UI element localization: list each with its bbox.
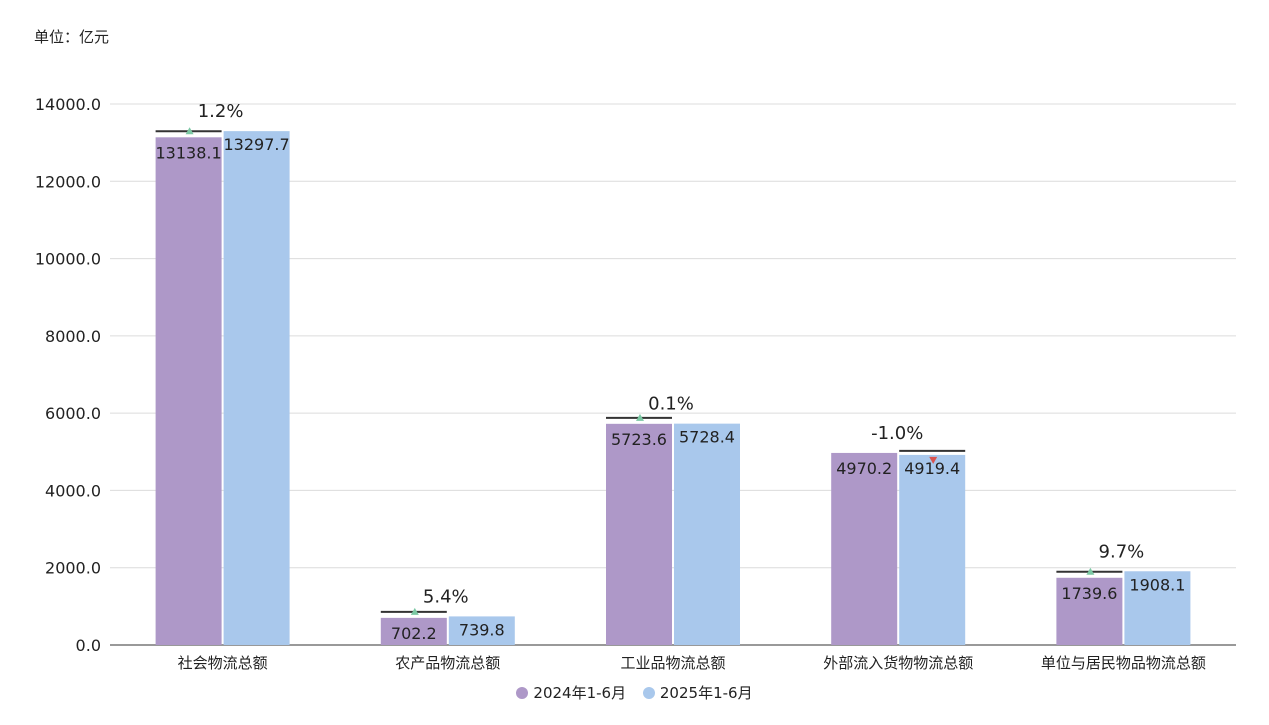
legend-item-2025[interactable]: 2025年1-6月	[642, 682, 753, 703]
data-label-2025: 739.8	[459, 620, 505, 639]
legend-dot-2025	[642, 686, 655, 699]
bar-2025	[448, 616, 515, 645]
data-label-2024: 5723.6	[611, 430, 667, 449]
unit-label: 单位：亿元	[34, 28, 110, 46]
y-tick-label: 4000.0	[45, 481, 101, 500]
growth-label: 0.1%	[648, 394, 694, 415]
bar-2025	[1124, 571, 1191, 645]
y-tick-label: 10000.0	[35, 250, 101, 269]
bar-2024	[606, 423, 672, 645]
bar-2025	[674, 423, 740, 645]
y-tick-label: 14000.0	[35, 95, 101, 114]
y-tick-label: 12000.0	[35, 172, 101, 191]
x-category-label: 工业品物流总额	[620, 654, 725, 672]
data-label-2025: 13297.7	[224, 135, 290, 154]
bar-2024	[1056, 577, 1123, 645]
growth-up-triangle-icon	[1086, 567, 1095, 575]
growth-label: 9.7%	[1099, 541, 1145, 562]
legend-item-2024[interactable]: 2024年1-6月	[516, 682, 626, 703]
bar-2024	[155, 137, 222, 645]
data-label-2025: 4919.4	[904, 459, 960, 478]
x-category-label: 社会物流总额	[178, 654, 268, 672]
x-category-label: 单位与居民物品物流总额	[1041, 654, 1206, 672]
data-label-2024: 13138.1	[156, 143, 222, 162]
y-tick-label: 2000.0	[45, 559, 101, 578]
growth-up-triangle-icon	[636, 413, 644, 421]
legend: 2024年1-6月 2025年1-6月	[0, 682, 1269, 703]
legend-label-2025: 2025年1-6月	[659, 684, 753, 702]
growth-label: 5.4%	[423, 586, 469, 607]
growth-down-triangle-icon	[929, 456, 938, 464]
legend-dot-2024	[516, 686, 529, 699]
data-label-2025: 1908.1	[1129, 575, 1185, 594]
data-label-2025: 5728.4	[679, 428, 735, 447]
bar-2025	[223, 131, 290, 645]
x-category-label: 农产品物流总额	[395, 654, 500, 672]
bar-chart: 0.0 2000.0 4000.0 6000.0 8000.0 10000.0 12000.…	[35, 95, 1236, 672]
y-tick-label: 6000.0	[45, 404, 101, 423]
data-label-2024: 702.2	[391, 624, 437, 643]
legend-label-2024: 2024年1-6月	[533, 684, 627, 702]
data-label-2024: 1739.6	[1061, 584, 1117, 603]
x-category-label: 外部流入货物物流总额	[823, 654, 973, 672]
bar-2025	[899, 454, 966, 645]
bar-2024	[380, 617, 447, 645]
y-tick-label: 0.0	[76, 636, 101, 655]
data-label-2024: 4970.2	[836, 459, 892, 478]
growth-up-triangle-icon	[185, 127, 194, 135]
growth-label: -1.0%	[871, 423, 923, 444]
growth-up-triangle-icon	[410, 607, 419, 615]
bar-2024	[831, 452, 898, 645]
growth-label: 1.2%	[198, 101, 244, 122]
y-tick-label: 8000.0	[45, 327, 101, 346]
